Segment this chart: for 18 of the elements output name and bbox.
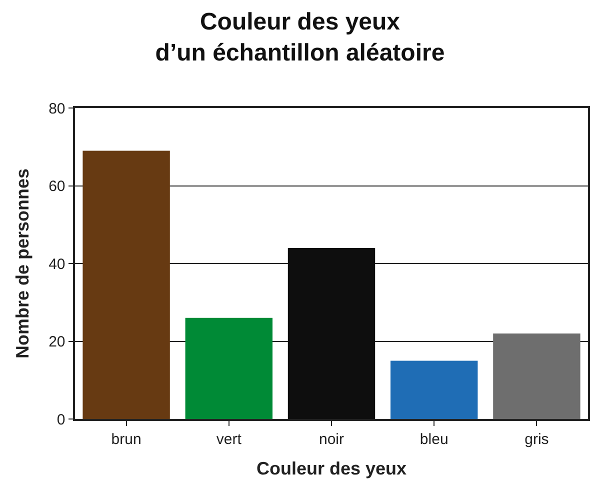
x-axis-title: Couleur des yeux bbox=[256, 458, 407, 478]
y-tick-label: 60 bbox=[48, 178, 66, 195]
y-tick-label: 40 bbox=[48, 256, 66, 273]
bar bbox=[82, 150, 170, 419]
bar bbox=[390, 360, 478, 419]
x-tick-label: vert bbox=[216, 430, 242, 448]
y-tick-label: 20 bbox=[48, 334, 66, 350]
x-tick-label: noir bbox=[318, 430, 344, 448]
y-axis-title: Nombre de personnes bbox=[12, 168, 32, 359]
x-tick-label: gris bbox=[524, 430, 549, 448]
bar bbox=[493, 333, 580, 419]
y-tick-label: 0 bbox=[56, 411, 66, 428]
bar bbox=[288, 248, 376, 419]
x-tick-label: bleu bbox=[420, 430, 448, 448]
x-tick-label: brun bbox=[111, 430, 142, 448]
chart-title: Couleur des yeux d’un échantillon aléatoire bbox=[155, 8, 445, 67]
bar bbox=[185, 318, 273, 419]
y-tick-label: 80 bbox=[48, 100, 66, 118]
